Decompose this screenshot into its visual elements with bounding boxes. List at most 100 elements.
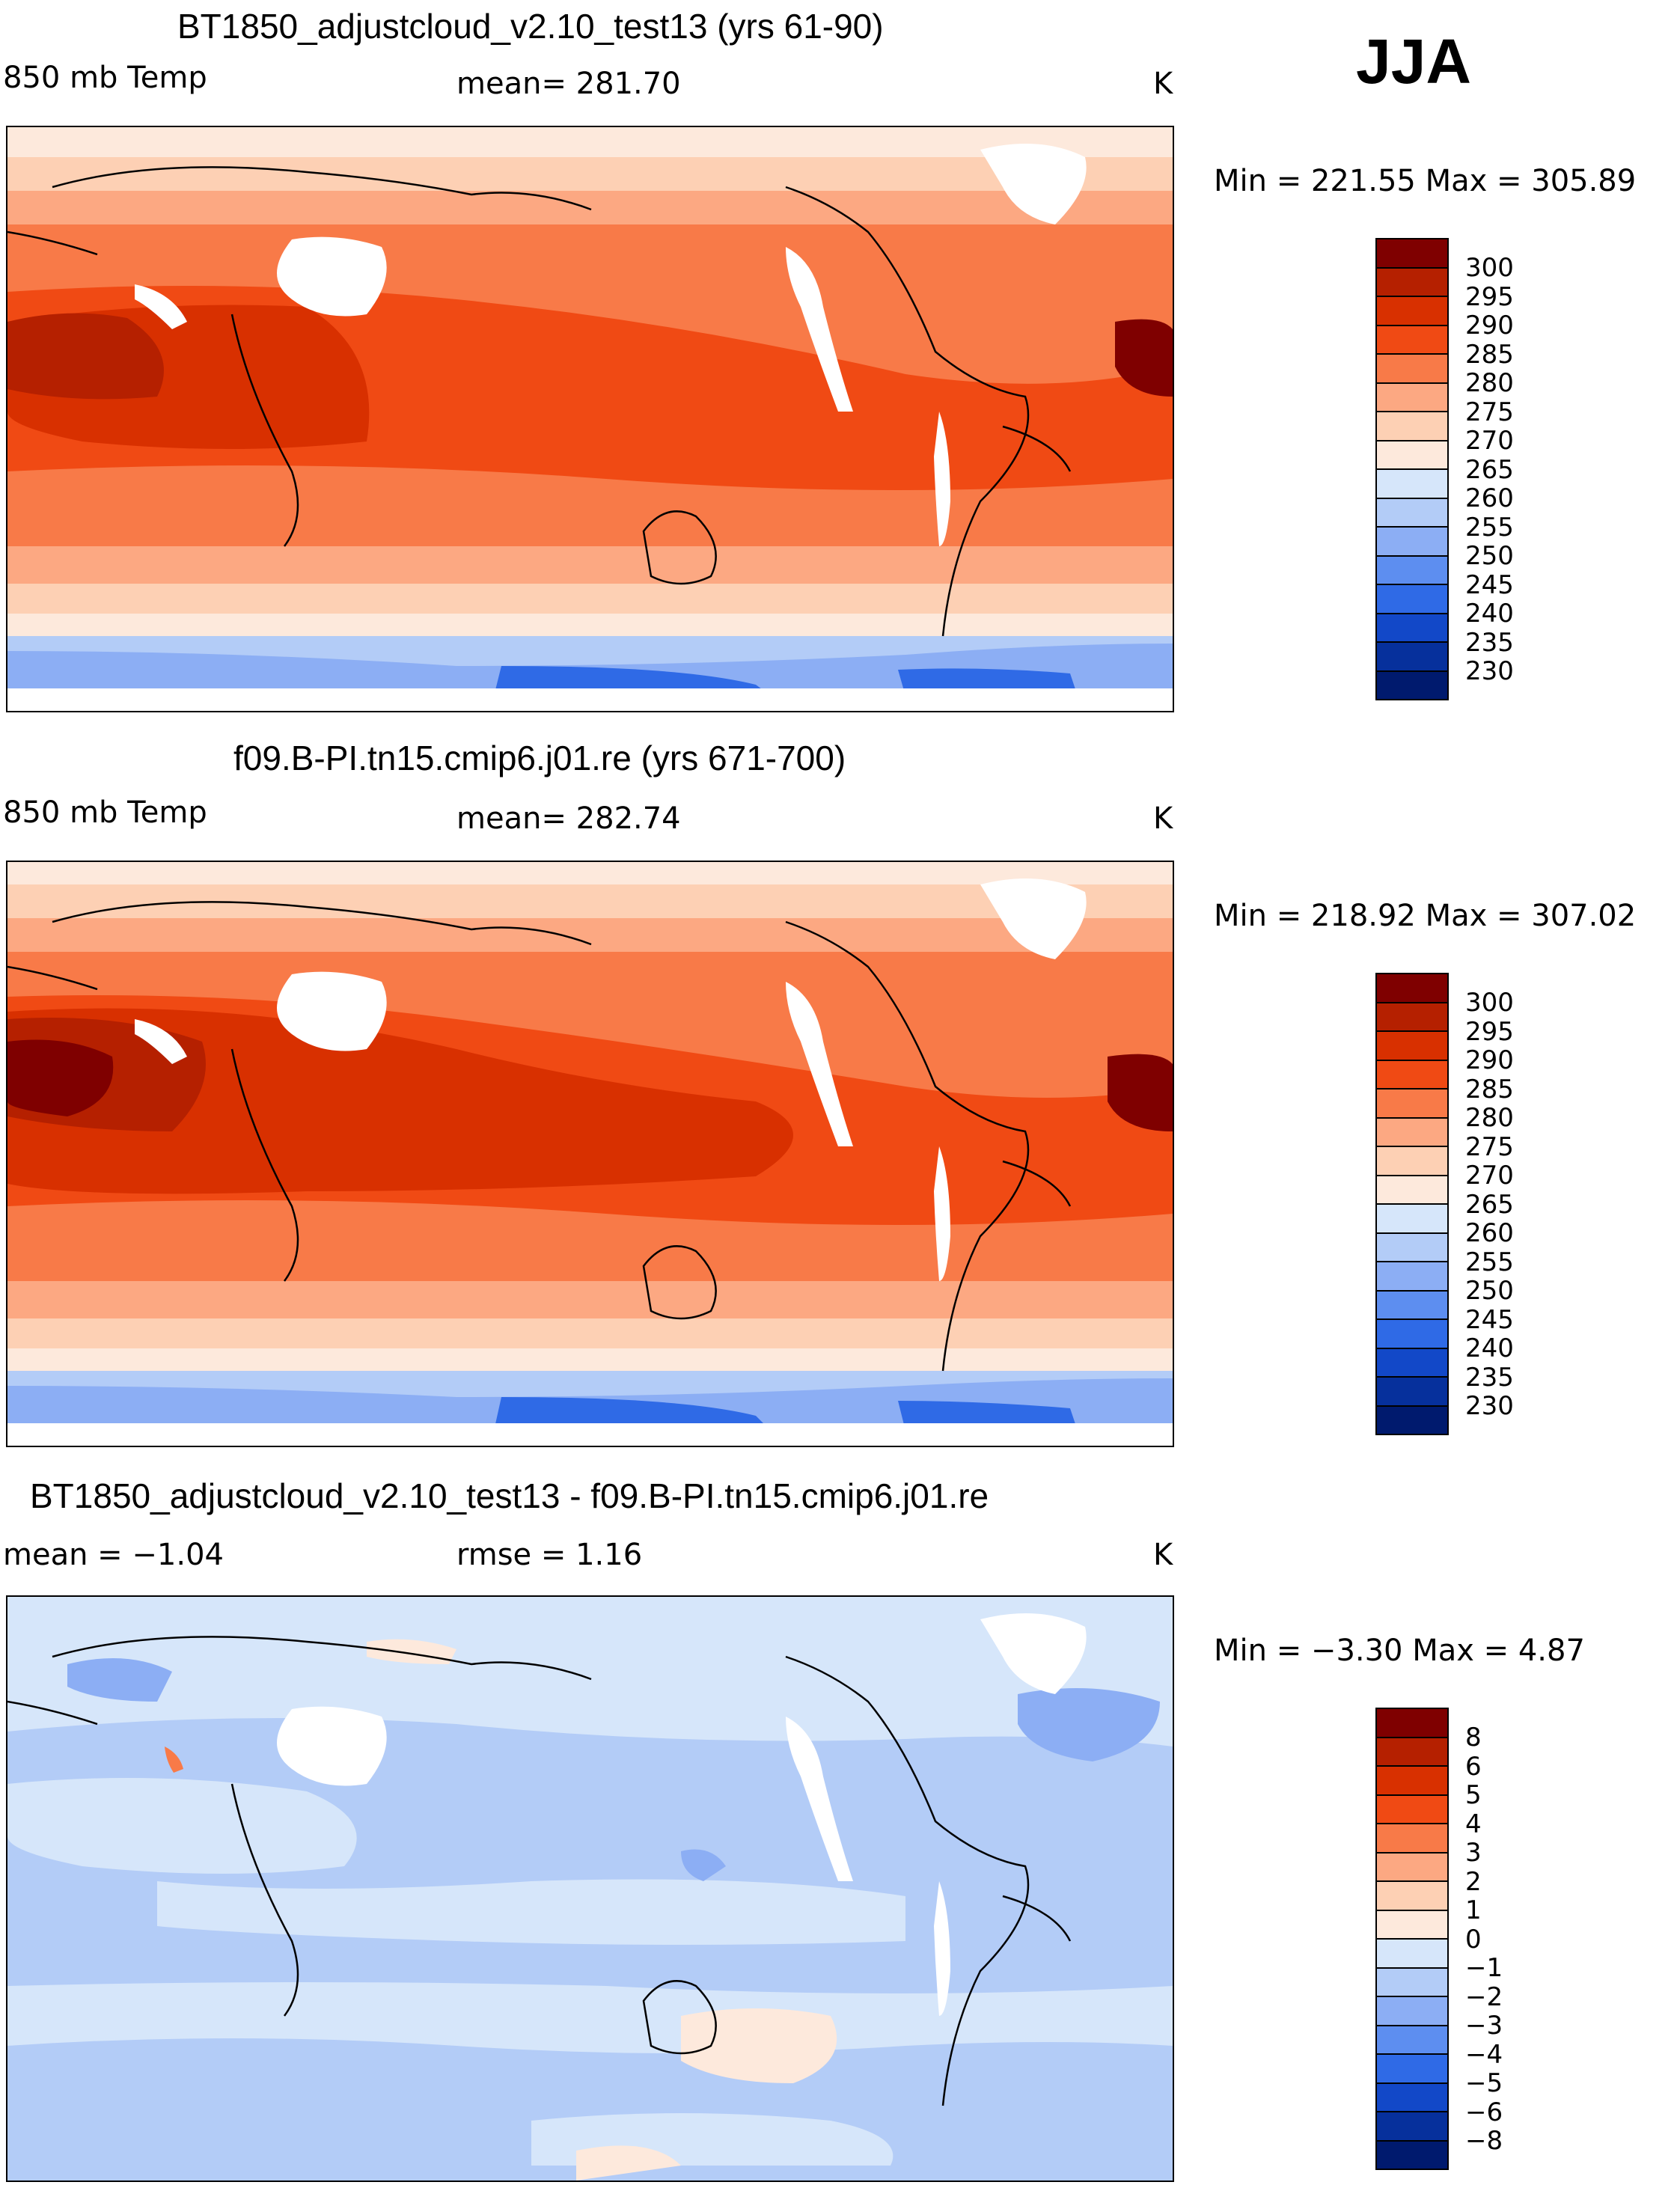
colorbar-label: 280 xyxy=(1465,368,1514,398)
colorbar-swatch xyxy=(1377,1997,1447,2026)
panel-1-title: BT1850_adjustcloud_v2.10_test13 (yrs 61-… xyxy=(177,7,884,46)
colorbar-label: 295 xyxy=(1465,1016,1514,1047)
colorbar-swatch xyxy=(1377,1940,1447,1969)
colorbar-label: 270 xyxy=(1465,1161,1514,1191)
colorbar-swatch xyxy=(1377,1320,1447,1349)
colorbar-label: 240 xyxy=(1465,1333,1514,1363)
colorbar-label: 285 xyxy=(1465,339,1514,370)
colorbar-swatch xyxy=(1377,412,1447,441)
colorbar-swatch xyxy=(1377,1291,1447,1320)
panel-2-map-svg xyxy=(7,862,1173,1446)
colorbar-swatch xyxy=(1377,1968,1447,1997)
colorbar-label: 260 xyxy=(1465,1218,1514,1248)
colorbar-swatch xyxy=(1377,2141,1447,2169)
colorbar-label: −3 xyxy=(1465,2011,1503,2041)
colorbar-swatch xyxy=(1377,268,1447,297)
colorbar-swatch xyxy=(1377,1795,1447,1824)
panel-2-minmax: Min = 218.92 Max = 307.02 xyxy=(1214,899,1637,933)
panel-1-map xyxy=(6,126,1174,712)
colorbar-swatch xyxy=(1377,1853,1447,1882)
colorbar-swatch xyxy=(1377,2083,1447,2112)
colorbar-swatch xyxy=(1377,1233,1447,1262)
colorbar-label: 255 xyxy=(1465,1247,1514,1277)
colorbar-swatch xyxy=(1377,1262,1447,1292)
colorbar-swatch xyxy=(1377,1406,1447,1434)
panel-1-mean: mean= 281.70 xyxy=(456,67,681,101)
colorbar-swatch xyxy=(1377,355,1447,384)
colorbar-label: 230 xyxy=(1465,1391,1514,1421)
panel-1-colorbar-labels: 300 295 290 285 280 275 270 265 260 255 … xyxy=(1465,254,1514,686)
panel-3-map-svg xyxy=(7,1597,1173,2181)
colorbar-swatch xyxy=(1377,1378,1447,1407)
colorbar-label: 280 xyxy=(1465,1103,1514,1133)
colorbar-swatch xyxy=(1377,239,1447,269)
colorbar-swatch xyxy=(1377,1709,1447,1738)
colorbar-swatch xyxy=(1377,1060,1447,1090)
colorbar-label: 240 xyxy=(1465,599,1514,629)
colorbar-swatch xyxy=(1377,470,1447,499)
panel-1-map-svg xyxy=(7,127,1173,711)
colorbar-swatch xyxy=(1377,585,1447,614)
panel-3-title: BT1850_adjustcloud_v2.10_test13 - f09.B-… xyxy=(30,1476,989,1515)
colorbar-swatch xyxy=(1377,1147,1447,1176)
panel-1-minmax: Min = 221.55 Max = 305.89 xyxy=(1214,164,1637,198)
panel-1-variable: 850 mb Temp xyxy=(3,61,207,95)
colorbar-swatch xyxy=(1377,1003,1447,1032)
colorbar-label: 5 xyxy=(1465,1780,1482,1810)
colorbar-label: 0 xyxy=(1465,1924,1482,1955)
colorbar-label: 8 xyxy=(1465,1723,1482,1752)
panel-3-rmse: rmse = 1.16 xyxy=(456,1538,643,1572)
colorbar-swatch xyxy=(1377,1882,1447,1911)
panel-3-minmax: Min = −3.30 Max = 4.87 xyxy=(1214,1634,1585,1668)
colorbar-label: 6 xyxy=(1465,1751,1482,1782)
colorbar-swatch xyxy=(1377,671,1447,699)
colorbar-swatch xyxy=(1377,326,1447,355)
panel-3-colorbar-labels: 8 6 5 4 3 2 1 0 −1 −2 −3 −4 −5 −6 −8 xyxy=(1465,1723,1503,2156)
colorbar-label: 250 xyxy=(1465,1276,1514,1306)
colorbar-label: 265 xyxy=(1465,1189,1514,1220)
panel-1-units: K xyxy=(1153,67,1173,101)
panel-1-colorbar xyxy=(1375,238,1449,700)
colorbar-swatch xyxy=(1377,1090,1447,1119)
colorbar-swatch xyxy=(1377,1176,1447,1205)
colorbar-label: 4 xyxy=(1465,1809,1482,1839)
panel-2-mean: mean= 282.74 xyxy=(456,801,681,836)
colorbar-label: 275 xyxy=(1465,1131,1514,1162)
colorbar-label: 235 xyxy=(1465,1362,1514,1393)
colorbar-swatch xyxy=(1377,1824,1447,1854)
panel-2-variable: 850 mb Temp xyxy=(3,795,207,830)
colorbar-swatch xyxy=(1377,2026,1447,2055)
colorbar-label: 235 xyxy=(1465,627,1514,658)
colorbar-swatch xyxy=(1377,297,1447,326)
colorbar-label: 275 xyxy=(1465,397,1514,427)
colorbar-swatch xyxy=(1377,441,1447,470)
panel-3-units: K xyxy=(1153,1538,1173,1572)
colorbar-label: −8 xyxy=(1465,2126,1503,2156)
colorbar-swatch xyxy=(1377,528,1447,557)
panel-3-map xyxy=(6,1595,1174,2182)
colorbar-swatch xyxy=(1377,1348,1447,1378)
colorbar-swatch xyxy=(1377,2055,1447,2084)
colorbar-label: 285 xyxy=(1465,1074,1514,1104)
colorbar-label: 270 xyxy=(1465,426,1514,456)
colorbar-label: 250 xyxy=(1465,541,1514,571)
season-label: JJA xyxy=(1356,26,1472,97)
colorbar-label: 300 xyxy=(1465,253,1514,283)
colorbar-swatch xyxy=(1377,1032,1447,1061)
panel-2-colorbar xyxy=(1375,973,1449,1435)
colorbar-label: 260 xyxy=(1465,483,1514,513)
colorbar-label: −4 xyxy=(1465,2039,1503,2070)
colorbar-label: 255 xyxy=(1465,512,1514,543)
panel-2-title: f09.B-PI.tn15.cmip6.j01.re (yrs 671-700) xyxy=(233,739,846,777)
colorbar-swatch xyxy=(1377,974,1447,1003)
colorbar-label: 1 xyxy=(1465,1895,1482,1925)
colorbar-label: −2 xyxy=(1465,1981,1503,2012)
colorbar-label: 290 xyxy=(1465,311,1514,340)
colorbar-label: 230 xyxy=(1465,656,1514,686)
colorbar-swatch xyxy=(1377,2112,1447,2142)
panel-3-colorbar xyxy=(1375,1708,1449,2170)
colorbar-label: 245 xyxy=(1465,1304,1514,1335)
colorbar-swatch xyxy=(1377,498,1447,528)
colorbar-swatch xyxy=(1377,1738,1447,1767)
colorbar-swatch xyxy=(1377,1118,1447,1147)
